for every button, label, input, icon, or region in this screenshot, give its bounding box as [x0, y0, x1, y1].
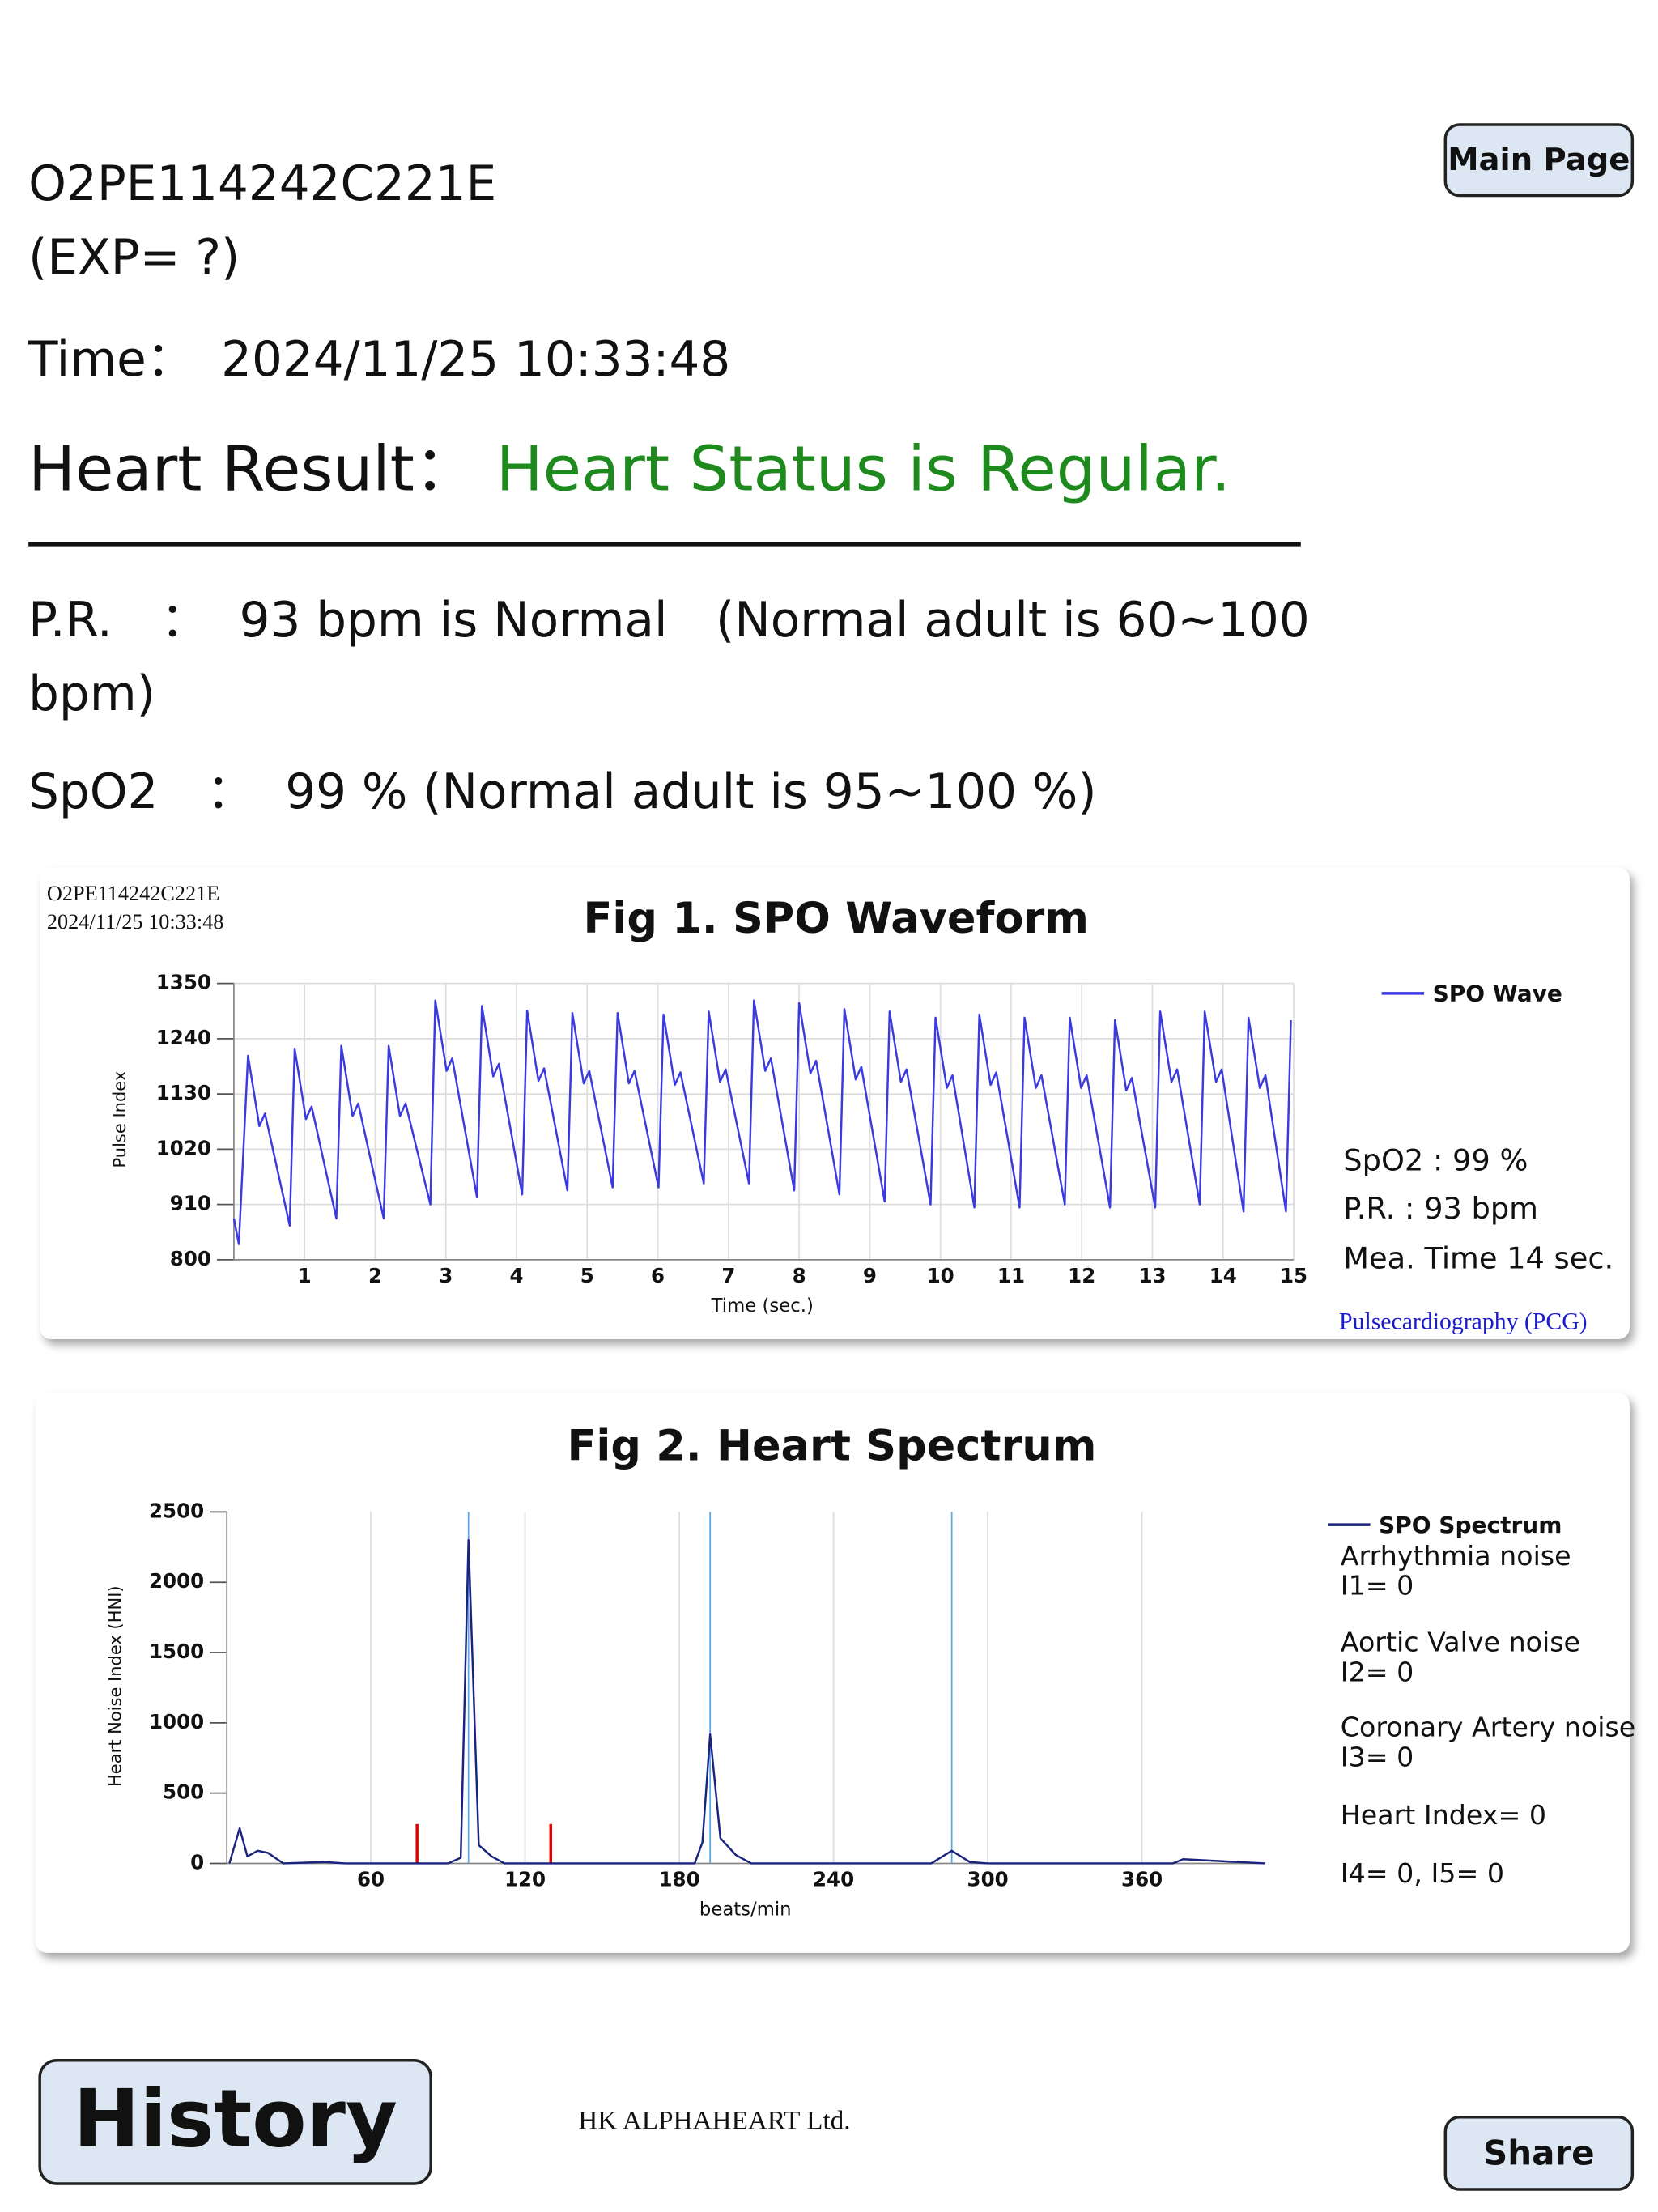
y-tick-label: 1020 [156, 1136, 211, 1159]
x-tick-label: 60 [357, 1867, 385, 1891]
y-tick-label: 500 [163, 1780, 204, 1804]
y-tick-label: 1350 [156, 971, 211, 994]
x-tick-label: 120 [504, 1867, 546, 1891]
x-tick-label: 14 [1209, 1264, 1237, 1287]
x-tick-label: 5 [580, 1264, 594, 1287]
x-tick-label: 1 [298, 1264, 312, 1287]
note: Heart Index= 0 [1341, 1799, 1546, 1831]
device-id: O2PE114242C221E [28, 156, 496, 212]
y-tick-label: 1130 [156, 1081, 211, 1104]
stat: Mea. Time 14 sec. [1343, 1240, 1613, 1275]
time-value: 2024/11/25 10:33:48 [221, 332, 730, 388]
y-tick-label: 0 [190, 1850, 204, 1874]
y-tick-label: 800 [170, 1247, 211, 1270]
y-axis-label: Heart Noise Index (HNI) [106, 1585, 125, 1787]
x-tick-label: 9 [863, 1264, 877, 1287]
x-axis-label: Time (sec.) [711, 1295, 814, 1317]
y-tick-label: 2000 [149, 1569, 204, 1593]
main-page-label[interactable]: Main Page [1448, 142, 1630, 178]
legend-label: SPO Spectrum [1379, 1512, 1562, 1538]
x-tick-label: 2 [368, 1264, 382, 1287]
footnote: Pulsecardiography (PCG) [1339, 1308, 1588, 1334]
spo2-text: SpO2 ： 99 % (Normal adult is 95~100 %) [28, 764, 1097, 820]
chart-title: Fig 2. Heart Spectrum [568, 1421, 1097, 1470]
y-tick-label: 1500 [149, 1640, 204, 1663]
chart-title: Fig 1. SPO Waveform [584, 894, 1089, 943]
x-tick-label: 12 [1068, 1264, 1095, 1287]
history-label[interactable]: History [74, 2073, 397, 2165]
time-label: Time： [28, 332, 194, 388]
x-tick-label: 10 [927, 1264, 954, 1287]
x-tick-label: 180 [658, 1867, 699, 1891]
x-tick-label: 6 [651, 1264, 665, 1287]
y-axis-label: Pulse Index [110, 1071, 130, 1168]
result-status: Heart Status is Regular. [496, 434, 1231, 506]
company: HK ALPHAHEART Ltd. [578, 2105, 850, 2135]
y-tick-label: 2500 [149, 1499, 204, 1522]
x-axis-label: beats/min [699, 1899, 792, 1921]
y-tick-label: 1240 [156, 1026, 211, 1049]
x-tick-label: 15 [1280, 1264, 1307, 1287]
note: I1= 0 [1341, 1570, 1414, 1602]
note: I2= 0 [1341, 1656, 1414, 1687]
main-page-button[interactable] [1443, 123, 1635, 198]
x-tick-label: 11 [997, 1264, 1025, 1287]
y-tick-label: 910 [170, 1192, 211, 1215]
x-tick-label: 240 [813, 1867, 854, 1891]
x-tick-label: 7 [721, 1264, 735, 1287]
note: Aortic Valve noise [1341, 1627, 1580, 1658]
note: I3= 0 [1341, 1741, 1414, 1772]
note: Arrhythmia noise [1341, 1540, 1571, 1572]
x-tick-label: 4 [510, 1264, 524, 1287]
stamp-time: 2024/11/25 10:33:48 [47, 910, 224, 934]
fig2-card [35, 1393, 1630, 1953]
x-tick-label: 13 [1138, 1264, 1166, 1287]
stat: P.R. : 93 bpm [1343, 1191, 1538, 1226]
stamp-id: O2PE114242C221E [47, 882, 219, 905]
exp: (EXP= ?) [28, 230, 240, 286]
note: Coronary Artery noise [1341, 1712, 1635, 1743]
share-label[interactable]: Share [1483, 2133, 1595, 2172]
x-tick-label: 300 [967, 1867, 1009, 1891]
fig1-card [40, 867, 1630, 1339]
y-tick-label: 1000 [149, 1710, 204, 1733]
stat: SpO2 : 99 % [1343, 1143, 1528, 1178]
series-line [228, 1538, 1266, 1865]
legend-label: SPO Wave [1433, 981, 1562, 1007]
note: I4= 0, I5= 0 [1341, 1857, 1504, 1889]
x-tick-label: 3 [439, 1264, 453, 1287]
x-tick-label: 8 [793, 1264, 806, 1287]
pr-text: P.R. ： 93 bpm is Normal (Normal adult is… [28, 592, 1310, 723]
series-line [232, 999, 1292, 1245]
share-button[interactable] [1443, 2115, 1635, 2191]
result-label: Heart Result： [28, 434, 477, 506]
x-tick-label: 360 [1121, 1867, 1163, 1891]
pr-box: P.R. ： 93 bpm is Normal (Normal adult is… [28, 592, 1310, 723]
history-button[interactable] [38, 2058, 432, 2185]
